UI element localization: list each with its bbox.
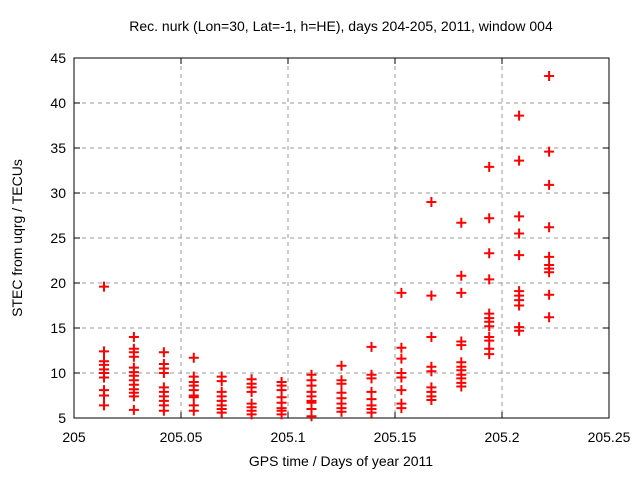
x-tick-label: 205.2 <box>484 429 519 445</box>
y-tick-label: 45 <box>50 50 66 66</box>
y-tick-label: 20 <box>50 275 66 291</box>
x-axis-label: GPS time / Days of year 2011 <box>249 453 433 469</box>
x-tick-labels: 205 205.05 205.1 205.15 205.2 205.25 <box>62 429 630 445</box>
y-tick-label: 10 <box>50 365 66 381</box>
x-tick-label: 205.1 <box>270 429 305 445</box>
y-tick-label: 40 <box>50 95 66 111</box>
y-tick-label: 25 <box>50 230 66 246</box>
y-tick-label: 5 <box>58 410 66 426</box>
x-tick-label: 205 <box>62 429 86 445</box>
x-tick-label: 205.15 <box>374 429 417 445</box>
y-tick-label: 15 <box>50 320 66 336</box>
x-tick-label: 205.05 <box>160 429 203 445</box>
y-tick-label: 30 <box>50 185 66 201</box>
scatter-plus-markers <box>99 71 555 422</box>
y-axis-label: STEC from uqrg / TECUs <box>9 159 25 317</box>
y-tick-labels: 5 10 15 20 25 30 35 40 45 <box>50 50 66 426</box>
x-tick-label: 205.25 <box>588 429 631 445</box>
axis-ticks <box>73 57 610 419</box>
y-tick-label: 35 <box>50 140 66 156</box>
chart-title: Rec. nurk (Lon=30, Lat=-1, h=HE), days 2… <box>129 18 553 34</box>
data-points <box>99 71 555 422</box>
